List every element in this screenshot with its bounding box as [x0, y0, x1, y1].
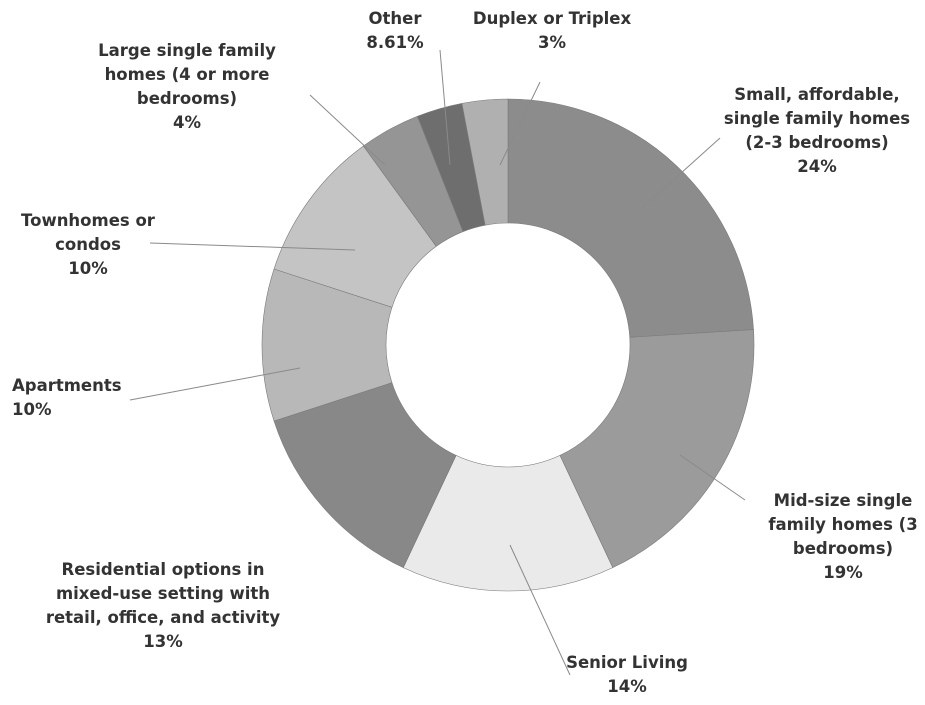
leader-line-2 [509, 544, 571, 676]
slice-label-line: homes (4 or more [105, 65, 270, 84]
slice-label-line: Apartments [12, 376, 122, 395]
slice-label-line: bedrooms) [793, 539, 893, 558]
slice-label-line: mixed-use setting with [56, 584, 270, 603]
donut-slice-3 [273, 382, 457, 568]
slice-label-line: single family homes [724, 109, 910, 128]
labels-layer: Small, affordable, single family homes (2-… [12, 9, 918, 696]
slice-value-label: 19% [823, 563, 863, 582]
slice-value-label: 24% [797, 157, 837, 176]
slice-label-6: Large single family homes (4 or more bedro… [98, 41, 276, 132]
leader-line-7 [439, 49, 451, 166]
leader-line-5 [149, 242, 356, 251]
slice-label-4: Apartments 10% [12, 376, 122, 419]
slice-label-line: Large single family [98, 41, 276, 60]
slice-label-line: Other [369, 9, 423, 28]
slice-value-label: 10% [68, 259, 108, 278]
slice-value-label: 14% [607, 677, 647, 696]
slice-value-label: 8.61% [366, 33, 424, 52]
slice-label-line: Small, affordable, [734, 85, 899, 104]
slice-label-7: Other 8.61% [366, 9, 424, 52]
slice-label-0: Small, affordable, single family homes (2-… [724, 85, 910, 176]
donut-slice-2 [402, 454, 614, 592]
leader-line-6 [309, 94, 386, 166]
slice-label-3: Residential options in mixed-use setting … [46, 560, 281, 651]
slice-label-8: Duplex or Triplex 3% [473, 9, 632, 52]
slice-label-line: retail, office, and activity [46, 608, 281, 627]
leader-line-1 [679, 454, 746, 501]
slice-label-line: Townhomes or [21, 211, 156, 230]
donut-slice-0 [507, 98, 754, 338]
leader-lines-layer [129, 49, 746, 676]
slice-label-line: family homes (3 [768, 515, 917, 534]
slice-value-label: 3% [538, 33, 566, 52]
donut-slice-1 [559, 329, 755, 568]
slice-value-label: 10% [12, 400, 52, 419]
slice-label-line: bedrooms) [137, 89, 237, 108]
slice-label-line: condos [55, 235, 121, 254]
slice-label-1: Mid-size single family homes (3 bedrooms) 1… [768, 491, 917, 582]
donut-slice-8 [461, 98, 509, 226]
leader-line-0 [639, 137, 721, 211]
slice-label-5: Townhomes or condos 10% [21, 211, 156, 278]
slice-label-line: Duplex or Triplex [473, 9, 632, 28]
slice-value-label: 13% [143, 632, 183, 651]
slices-layer [261, 98, 755, 592]
slice-label-line: (2-3 bedrooms) [745, 133, 888, 152]
slice-label-line: Mid-size single [774, 491, 913, 510]
slice-label-2: Senior Living 14% [566, 653, 688, 696]
slice-label-line: Residential options in [62, 560, 265, 579]
leader-line-8 [499, 81, 541, 166]
leader-line-4 [129, 367, 301, 401]
slice-label-line: Senior Living [566, 653, 688, 672]
slice-value-label: 4% [173, 113, 201, 132]
